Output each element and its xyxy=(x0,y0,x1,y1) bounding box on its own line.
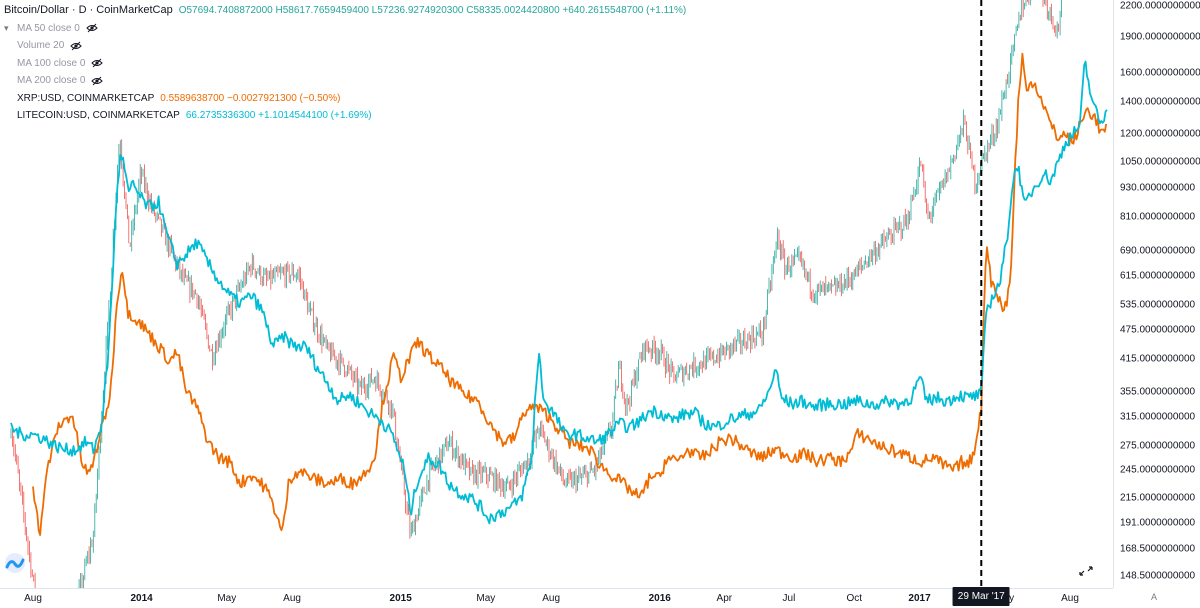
time-tick-label: 2014 xyxy=(130,593,153,604)
price-tick-label: 2200.0000000000 xyxy=(1120,0,1200,12)
price-axis[interactable]: 148.5000000000 168.5000000000 191.00000000… xyxy=(1113,0,1200,588)
price-tick-label: 191.0000000000 xyxy=(1120,517,1196,529)
time-tick-label: Jul xyxy=(782,593,796,604)
price-tick-label: 1600.0000000000 xyxy=(1120,67,1200,79)
overlay-value: 0.5589638700 −0.0027921300 (−0.50%) xyxy=(160,92,341,104)
time-tick-label: 2016 xyxy=(648,593,671,604)
zoom-toggle-icon[interactable] xyxy=(1074,561,1098,581)
collapse-arrow-icon[interactable]: ▾ xyxy=(4,22,9,33)
legend: Bitcoin/Dollar · D · CoinMarketCap O5769… xyxy=(4,2,686,125)
chart-plot-area[interactable] xyxy=(0,0,1113,588)
time-tick-label: Aug xyxy=(1061,593,1079,604)
ohlc-values: O57694.7408872000 H58617.7659459400 L572… xyxy=(178,5,687,16)
indicator-row[interactable]: MA 100 close 0 xyxy=(4,55,686,73)
xrp-line-group xyxy=(32,52,1108,536)
price-tick-label: 1900.0000000000 xyxy=(1120,31,1200,43)
indicator-label[interactable]: MA 200 close 0 xyxy=(17,75,86,86)
price-chart[interactable] xyxy=(0,0,1113,588)
price-tick-label: 690.0000000000 xyxy=(1120,245,1196,257)
time-tick-label: May xyxy=(217,593,237,604)
price-tick-label: 275.0000000000 xyxy=(1120,440,1196,452)
time-tick-label: May xyxy=(476,593,496,604)
indicator-row[interactable]: ▾ MA 50 close 0 xyxy=(4,20,686,38)
eye-crossed-icon[interactable] xyxy=(91,76,104,86)
time-tick-label: 2015 xyxy=(389,593,412,604)
price-tick-label: 245.0000000000 xyxy=(1120,464,1196,476)
time-tick-label: Aug xyxy=(542,593,561,604)
overlay-symbol[interactable]: XRP:USD, COINMARKETCAP xyxy=(17,92,155,104)
price-tick-label: 315.0000000000 xyxy=(1120,411,1196,423)
tradingview-logo-icon[interactable] xyxy=(4,552,26,574)
time-tick-label: Aug xyxy=(283,593,301,604)
overlay-row-litecoin[interactable]: LITECOIN:USD, COINMARKETCAP 66.273533630… xyxy=(4,107,686,125)
indicator-label[interactable]: MA 100 close 0 xyxy=(17,57,86,69)
marker-date-badge: 29 Mar '17 xyxy=(952,587,1010,606)
price-tick-label: 415.0000000000 xyxy=(1120,353,1196,365)
price-tick-label: 355.0000000000 xyxy=(1120,386,1196,398)
time-tick-label: Oct xyxy=(846,593,862,604)
overlay-row-xrp[interactable]: XRP:USD, COINMARKETCAP 0.5589638700 −0.0… xyxy=(4,90,686,108)
price-tick-label: 1400.0000000000 xyxy=(1120,96,1200,108)
indicator-row[interactable]: MA 200 close 0 xyxy=(4,72,686,90)
time-tick-label: Aug xyxy=(24,593,42,604)
eye-crossed-icon[interactable] xyxy=(70,41,82,51)
price-tick-label: 535.0000000000 xyxy=(1120,299,1196,311)
legend-title-row: Bitcoin/Dollar · D · CoinMarketCap O5769… xyxy=(4,2,686,20)
eye-crossed-icon[interactable] xyxy=(91,58,104,68)
price-tick-label: 215.0000000000 xyxy=(1120,492,1196,504)
symbol-title[interactable]: Bitcoin/Dollar · D · CoinMarketCap xyxy=(4,4,173,16)
indicator-row[interactable]: Volume 20 xyxy=(4,37,686,55)
price-tick-label: 1050.0000000000 xyxy=(1120,156,1200,168)
overlay-symbol[interactable]: LITECOIN:USD, COINMARKETCAP xyxy=(17,110,180,121)
time-tick-label: Apr xyxy=(716,593,733,604)
price-tick-label: 148.5000000000 xyxy=(1120,570,1196,582)
indicator-label[interactable]: Volume 20 xyxy=(17,40,65,51)
price-tick-label: 168.5000000000 xyxy=(1120,543,1196,555)
litecoin-line-group xyxy=(10,60,1108,525)
price-tick-label: 475.0000000000 xyxy=(1120,324,1196,336)
time-axis[interactable]: Aug 2014 May Aug 2015 May Aug 2016 Apr Jul Oct 2017… xyxy=(0,588,1113,608)
time-tick-label: 2017 xyxy=(908,593,931,604)
price-tick-label: 1200.0000000000 xyxy=(1120,128,1200,140)
price-tick-label: 615.0000000000 xyxy=(1120,270,1196,282)
price-tick-label: 930.0000000000 xyxy=(1120,182,1196,194)
auto-scale-button[interactable]: A xyxy=(1151,592,1158,602)
overlay-value: 66.2735336300 +1.1014544100 (+1.69%) xyxy=(185,110,372,121)
xrp-line[interactable] xyxy=(32,52,1108,536)
price-tick-label: 810.0000000000 xyxy=(1120,211,1196,223)
eye-crossed-icon[interactable] xyxy=(86,23,98,33)
indicator-label[interactable]: MA 50 close 0 xyxy=(17,22,80,34)
bitcoin-candles xyxy=(10,0,1062,588)
litecoin-line[interactable] xyxy=(10,60,1108,525)
